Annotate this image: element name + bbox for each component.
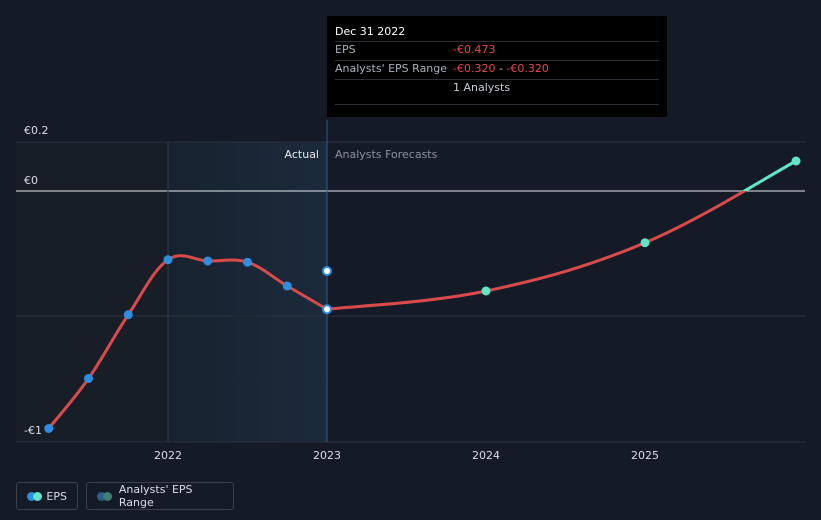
eps-actual-point [203,256,213,266]
legend-eps-swatch [27,491,42,501]
x-tick-label: 2024 [472,449,500,462]
y-tick-label: €0.2 [24,124,49,137]
actual-region-label: Actual [285,148,319,161]
tooltip-range-value: -€0.320 - -€0.320 [453,61,549,77]
gridlines [16,120,805,443]
tooltip-eps-value: -€0.473 [453,43,496,56]
y-tick-label: -€1 [24,424,42,437]
eps-forecast-point [481,286,491,296]
x-tick-label: 2023 [313,449,341,462]
eps-forecast-line [326,191,748,311]
eps-actual-point [44,424,54,433]
eps-actual-point [123,310,133,320]
legend-range-label: Analysts' EPS Range [118,483,193,509]
legend-eps-label: EPS [46,489,67,503]
actual-region [168,142,327,442]
tooltip-analysts-row: 1 Analysts [335,79,659,105]
tooltip-range-label: Analysts' EPS Range [335,62,448,75]
eps-actual-point [163,255,173,265]
x-tick-label: 2022 [154,449,182,462]
eps-actual-point [84,374,93,383]
tooltip-range-separator: - [495,62,507,75]
eps-tooltip: Dec 31 2022 EPS -€0.473 Analysts' EPS Ra… [327,16,667,117]
history-region [16,142,168,442]
tooltip-date: Dec 31 2022 [335,25,406,38]
tooltip-analysts-count: 1 Analysts [453,81,511,94]
tooltip-range-high: -€0.320 [506,62,549,75]
eps-actual-point [322,304,332,315]
tooltip-eps-label: EPS [335,43,356,56]
eps-forecast-point [791,156,801,166]
x-tick-label: 2025 [631,449,659,462]
legend-range-swatch [97,491,112,501]
legend-eps[interactable]: EPS [16,482,78,510]
forecast-region-label: Analysts Forecasts [335,148,438,161]
eps-lines [47,159,797,430]
eps-actual-point [243,257,252,267]
legend-analysts-range[interactable]: Analysts' EPS Range [86,482,234,510]
eps-points [44,156,801,433]
eps-forecast-line-positive [741,159,797,191]
eps-actual-point [282,281,292,291]
eps-actual-line [47,254,329,430]
chart-background-layer [16,142,327,442]
eps-forecast-point [640,238,650,248]
tooltip-range-row: Analysts' EPS Range -€0.320 - -€0.320 [335,60,659,77]
axis-labels: €0.2 €0 -€1 2022 2023 2024 2025 Actual Analysts … [24,124,659,462]
y-tick-label: €0 [24,174,38,187]
tooltip-range-low: -€0.320 [453,62,496,75]
tooltip-eps-row: EPS -€0.473 [335,41,659,58]
analyst-range-point [322,266,332,276]
